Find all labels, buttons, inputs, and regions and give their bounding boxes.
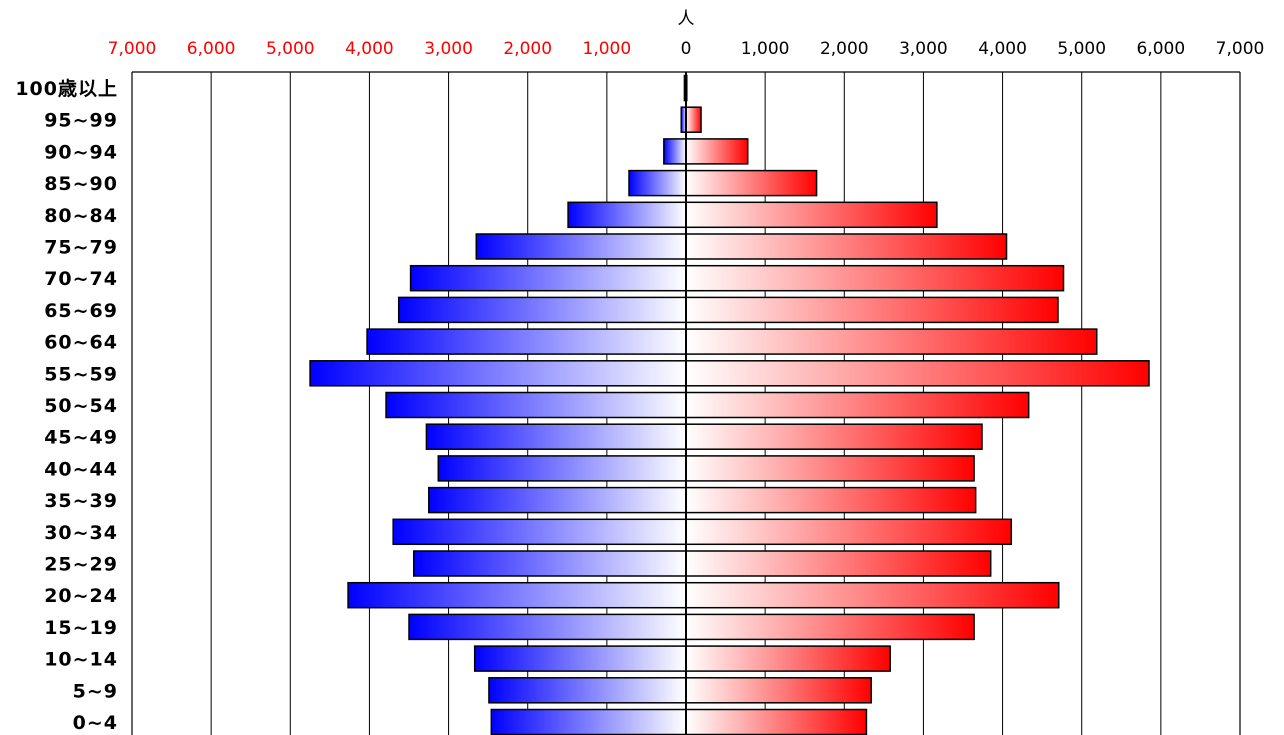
bar-right <box>685 233 1008 260</box>
bar-left <box>437 455 687 482</box>
x-tick-label: 7,000 <box>1216 39 1265 59</box>
age-group-label: 65~69 <box>44 300 118 322</box>
bar-right <box>685 708 868 735</box>
age-group-label: 75~79 <box>44 237 118 259</box>
x-tick-label: 2,000 <box>503 39 552 59</box>
age-group-label: 40~44 <box>44 458 118 480</box>
bar-left <box>488 677 687 704</box>
age-group-label: 85~90 <box>44 173 118 195</box>
bar-right <box>685 296 1059 324</box>
bar-right <box>685 106 702 133</box>
bar-left <box>347 581 687 609</box>
x-tick-label: 4,000 <box>978 39 1027 59</box>
age-group-label: 70~74 <box>44 268 118 290</box>
bar-right <box>685 360 1150 387</box>
bar-left <box>366 328 687 355</box>
age-group-label: 5~9 <box>73 680 118 702</box>
x-tick-label: 4,000 <box>345 39 394 59</box>
bar-left <box>385 391 687 419</box>
bar-left <box>408 613 687 641</box>
x-tick-label: 0 <box>681 39 692 59</box>
x-tick-label: 5,000 <box>1057 39 1106 59</box>
bar-left <box>663 138 687 165</box>
bar-left <box>428 486 687 514</box>
age-group-label: 25~29 <box>44 554 118 576</box>
bar-right <box>685 486 977 514</box>
bar-right <box>685 455 975 482</box>
bar-right <box>685 391 1030 419</box>
bar-left <box>309 360 687 387</box>
bar-right <box>685 550 992 577</box>
bar-right <box>685 264 1065 292</box>
bar-right <box>685 677 872 704</box>
age-group-labels: 100歳以上 95~99 90~94 85~90 80~84 75~79 70~74 65~6… <box>15 78 118 734</box>
bar-left <box>409 264 687 292</box>
bar-right <box>685 645 891 672</box>
bar-left <box>628 169 687 197</box>
bar-left <box>397 296 687 324</box>
bars <box>309 72 1150 735</box>
x-tick-labels: 7,000 6,000 5,000 4,000 3,000 2,000 1,000 0 1,00… <box>108 39 1265 59</box>
age-group-label: 90~94 <box>44 141 118 163</box>
age-group-label: 95~99 <box>44 110 118 132</box>
x-tick-label: 1,000 <box>583 39 632 59</box>
age-group-label: 100歳以上 <box>15 78 118 100</box>
unit-label: 人 <box>678 9 695 29</box>
bar-right <box>685 201 938 229</box>
x-tick-label: 7,000 <box>108 39 157 59</box>
age-group-label: 20~24 <box>44 585 118 607</box>
x-tick-label: 6,000 <box>1137 39 1186 59</box>
bar-right <box>685 613 975 641</box>
age-group-label: 30~34 <box>44 522 118 544</box>
x-tick-label: 2,000 <box>820 39 869 59</box>
bar-right <box>685 169 818 197</box>
bar-right <box>685 518 1013 546</box>
age-group-label: 15~19 <box>44 617 118 639</box>
age-group-label: 45~49 <box>44 427 118 449</box>
x-tick-label: 6,000 <box>187 39 236 59</box>
x-tick-label: 5,000 <box>266 39 315 59</box>
bar-right <box>685 423 983 450</box>
bar-right <box>685 581 1060 609</box>
bar-left <box>392 518 687 546</box>
age-group-label: 60~64 <box>44 332 118 354</box>
bar-right <box>685 138 749 165</box>
age-group-label: 80~84 <box>44 205 118 227</box>
x-tick-label: 1,000 <box>741 39 790 59</box>
age-group-label: 0~4 <box>73 712 118 734</box>
bar-left <box>490 708 687 735</box>
age-group-label: 10~14 <box>44 649 118 671</box>
bar-left <box>567 201 687 229</box>
bar-left <box>475 233 687 260</box>
age-group-label: 35~39 <box>44 490 118 512</box>
bar-left <box>473 645 687 672</box>
x-tick-label: 3,000 <box>899 39 948 59</box>
age-group-label: 55~59 <box>44 363 118 385</box>
bar-left <box>425 423 687 450</box>
x-tick-label: 3,000 <box>424 39 473 59</box>
age-group-label: 50~54 <box>44 395 118 417</box>
bar-right <box>685 328 1098 355</box>
bar-left <box>412 550 687 577</box>
